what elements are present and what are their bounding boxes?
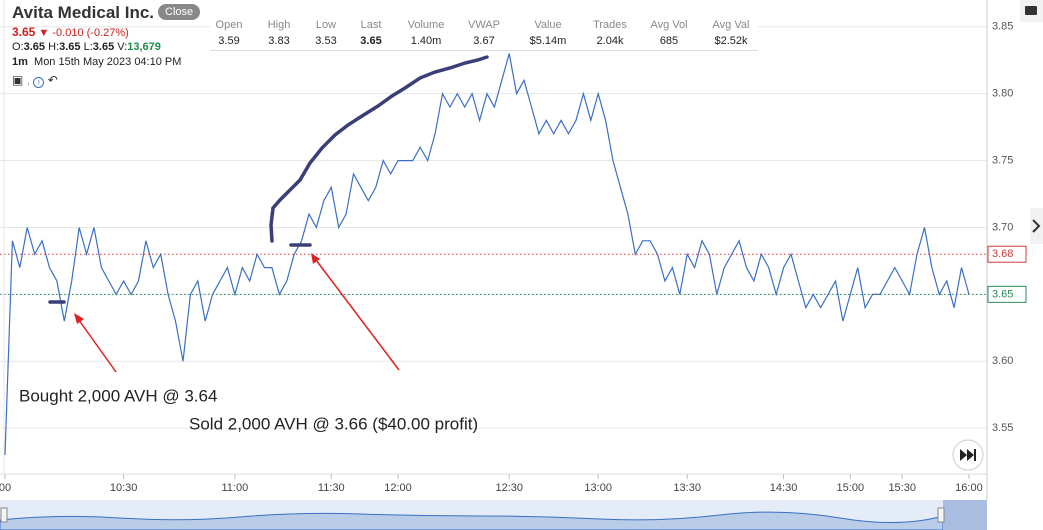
arrow [312,255,400,371]
ohlc-value: 3.65 [59,41,81,53]
ohlc-label: V: [117,41,128,53]
stat-label: High [267,19,291,31]
icon [960,449,974,461]
plot [4,53,970,455]
stat: Last 3.65 [336,19,406,47]
reference-label-box [987,245,1027,263]
stat-label: Volume [407,19,445,31]
close-button[interactable]: Close [158,4,201,20]
arrow-head [74,313,84,324]
ohlc-label: L: [83,41,93,53]
x-tick-label: 11:00 [222,482,249,494]
reference-label: 3.65 [992,288,1013,300]
stat: Low 3.53 [291,19,361,47]
stat-value: 3.83 [268,35,290,47]
navigator-window[interactable] [943,500,987,530]
x-tick-label: 16:00 [955,482,983,494]
stats-bar: Open 3.59 High 3.83 Low 3.53 Last 3.65 Volume 1.4… [210,14,758,51]
price: 3.65 [12,25,36,39]
ohlc: O:3.65 H:3.65 L:3.65 V:13,679 [12,41,200,53]
ohlc-value: 3.65 [23,41,46,53]
expand-button[interactable] [1030,208,1043,244]
arrow-head [311,253,320,264]
x-tick-label: 15:00 [837,482,865,494]
x-tick-label: 10:30 [110,482,138,494]
stat-value: 3.67 [473,35,495,47]
annotation: Sold 2,000 AVH @ 3.66 ($40.00 profit) [189,414,478,433]
down-arrow: ▼ [38,27,50,39]
icon [1025,6,1037,15]
x-tick-label: 13:30 [673,482,701,494]
ohlc-value: 3.65 [92,41,115,53]
ohlc-value: 13,679 [127,41,161,53]
y-tick-label: 3.55 [992,422,1013,434]
stat-label: Avg Val [712,19,750,31]
stat: Avg Vol 685 [634,19,704,47]
arrow [75,315,117,373]
stat-label: Last [360,19,382,31]
navigator-series [0,511,944,530]
reference-label: 3.68 [992,248,1013,260]
annotation: Bought 2,000 AVH @ 3.64 [19,386,217,405]
x-tick-label: 00 [0,482,11,494]
interval[interactable]: 1m [12,56,28,68]
navigator-handle[interactable] [937,507,945,523]
stat: VWAP 3.67 [449,19,519,47]
stat: Volume 1.40m [391,19,461,47]
y-tick-label: 3.70 [992,221,1013,233]
stat: Open 3.59 [194,19,264,47]
stat-value: 3.65 [360,35,382,47]
stat-label: Trades [593,19,627,31]
x-tick-label: 12:00 [384,482,412,494]
x-tick-label: 14:30 [770,482,798,494]
x-tick-label: 15:30 [888,482,916,494]
navigator-handle[interactable] [0,507,8,523]
stat: High 3.83 [244,19,314,47]
change: -0.010 (-0.27%) [52,27,129,39]
stat-value: $5.14m [529,35,567,47]
stat-value: 3.59 [218,35,240,47]
ohlc-label: O: [12,41,24,53]
icon [974,449,976,461]
x-tick-label: 12:30 [495,482,523,494]
stat-value: 2.04k [596,35,624,47]
reference-label-box [987,285,1027,303]
stat-label: Open [215,19,243,31]
stat-label: Value [534,19,562,31]
grid: 3.55 3.60 3.65 3.70 3.75 3.80 3.85 00 10:30 11:00… [0,21,1027,494]
y-tick-label: 3.80 [992,88,1013,100]
drawn-curve [269,55,489,243]
stat-value: 685 [659,35,679,47]
y-tick-label: 3.85 [992,21,1013,33]
x-tick-label: 11:30 [318,482,345,494]
header: Avita Medical Inc. Close 3.65 ▼ -0.010 (-… [12,3,201,88]
stat: Avg Val $2.52k [696,19,766,47]
stat-label: Avg Vol [650,19,688,31]
y-tick-label: 3.75 [992,154,1013,166]
stat-value: 3.53 [315,35,337,47]
datetime: Mon 15th May 2023 04:10 PM [34,56,182,68]
save-icon[interactable]: ▣ [12,73,24,87]
stat-label: Low [315,19,337,31]
price-line [4,53,970,455]
toolbar: ▣ , i ↶ [12,73,200,88]
stat-label: VWAP [468,19,500,31]
stat-value: 1.40m [410,35,442,47]
stat: Value $5.14m [513,19,583,47]
separator: , [26,73,31,87]
title: Avita Medical Inc. [12,3,155,22]
stat-value: $2.52k [714,35,748,47]
y-tick-label: 3.60 [992,355,1013,367]
stat: Trades 2.04k [575,19,645,47]
undo-icon[interactable]: ↶ [47,73,58,87]
icon [1032,219,1041,233]
info-icon[interactable]: i [33,77,45,88]
ohlc-label: H: [48,41,60,53]
x-tick-label: 13:00 [584,482,612,494]
